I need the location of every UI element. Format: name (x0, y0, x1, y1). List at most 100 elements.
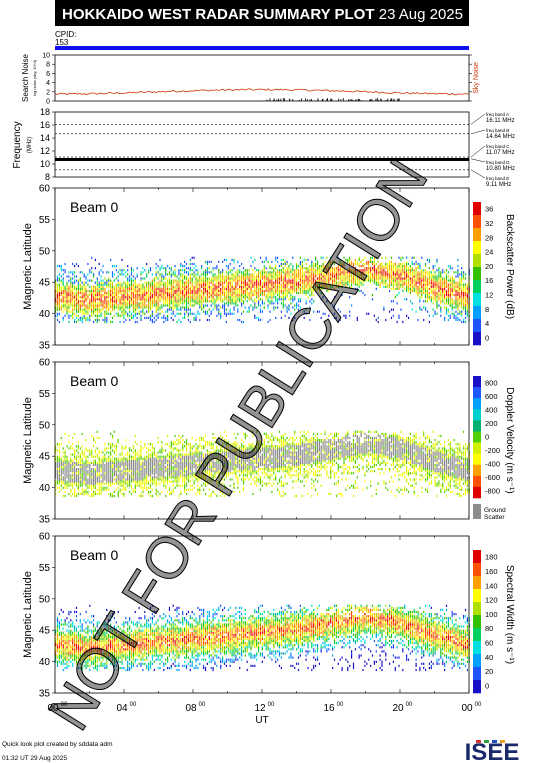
colorbar-tick-label: 0 (485, 333, 489, 342)
lat-tick-label: 40 (39, 657, 51, 668)
colorbar-tick-label: 16 (485, 276, 493, 285)
x-tick-label: 16 (323, 703, 335, 714)
lat-axis-label: Magnetic Latitude (22, 571, 34, 658)
noise-panel: 0 2 4 6 8 10 Search Noise log noise (sky, 10^… (21, 53, 480, 106)
x-tick-label: 00 (47, 703, 59, 714)
freq-tick-label: 12 (40, 146, 50, 156)
footer-created: Quick look plot created by sddata adm (2, 741, 113, 748)
freq-ylabel-sub: (MHz) (27, 137, 33, 153)
noise-tick-label: 2 (46, 89, 50, 96)
lat-tick-label: 60 (39, 358, 51, 369)
colorbar-title: Backscatter Power (dB) (504, 214, 515, 319)
band-value: 14.64 MHz (486, 134, 515, 140)
colorbar-tick-label: 140 (485, 581, 498, 590)
scatter-cells (55, 430, 470, 498)
lat-tick-label: 45 (39, 452, 51, 463)
cpid-label: CPID: (55, 30, 76, 39)
colorbar-swatch (473, 602, 481, 616)
freq-tick-label: 14 (40, 133, 50, 143)
colorbar-swatch (473, 398, 481, 410)
x-tick-minutes: 00 (130, 702, 137, 708)
colorbar-tick-label: 180 (485, 553, 498, 562)
colorbar-tick-label: 0 (485, 433, 489, 442)
lat-tick-label: 45 (39, 278, 51, 289)
band-name: freq band C (486, 144, 510, 149)
velocity-panel: 35 40 45 50 55 60 Magnetic Latitude Beam 0 -800 -… (22, 358, 515, 526)
frequency-line (55, 158, 469, 161)
colorbar-swatch (473, 550, 481, 564)
cpid-value: 153 (55, 38, 69, 47)
colorbar-tick-label: 12 (485, 290, 493, 299)
colorbar-swatch (473, 431, 481, 443)
noise-ylabel-sub: log noise (sky, 10^4) (32, 59, 37, 96)
power-panel: 35 40 45 50 55 60 Magnetic Latitude Beam 0 0 4 8 12… (22, 184, 515, 352)
colorbar-tick-label: 0 (485, 681, 489, 690)
colorbar-tick-label: -200 (485, 446, 500, 455)
isee-logo: ISEE (465, 739, 520, 763)
colorbar-swatch (473, 486, 481, 499)
colorbar-tick-label: 100 (485, 610, 498, 619)
x-tick-minutes: 00 (337, 702, 344, 708)
scatter-cells (55, 256, 470, 324)
colorbar-swatch (473, 680, 481, 694)
x-tick-label: 20 (392, 703, 404, 714)
x-tick-minutes: 00 (406, 702, 413, 708)
freq-tick-label: 10 (40, 159, 50, 169)
colorbar-tick-label: 8 (485, 305, 489, 314)
ground-scatter-swatch (473, 504, 481, 519)
colorbar-swatch (473, 376, 481, 388)
lat-tick-label: 40 (39, 483, 51, 494)
noise-tick-label: 10 (42, 53, 50, 60)
plot-date: 23 Aug 2025 (379, 6, 463, 23)
colorbar-tick-label: 400 (485, 405, 498, 414)
beam-label: Beam 0 (70, 199, 118, 215)
colorbar-swatch (473, 319, 481, 333)
band-name: freq band E (486, 176, 509, 181)
colorbar-swatch (473, 267, 481, 281)
colorbar-swatch (473, 442, 481, 454)
colorbar-swatch (473, 589, 481, 603)
colorbar-swatch (473, 215, 481, 229)
noise-tick-label: 4 (46, 80, 50, 87)
freq-tick-label: 8 (45, 172, 50, 182)
sky-noise-line (54, 88, 470, 96)
colorbar-swatch (473, 332, 481, 346)
colorbar-tick-label: 80 (485, 624, 493, 633)
colorbar-tick-label: 32 (485, 219, 493, 228)
width-panel: 35 40 45 50 55 60 Magnetic Latitude Beam 0 0 20 40… (22, 532, 515, 700)
colorbar-swatch (473, 576, 481, 590)
x-tick-minutes: 00 (268, 702, 275, 708)
colorbar-swatch (473, 563, 481, 577)
x-tick-minutes: 00 (475, 702, 482, 708)
noise-tick-label: 0 (46, 99, 50, 106)
colorbar-tick-label: -400 (485, 460, 500, 469)
colorbar-tick-label: 36 (485, 205, 493, 214)
lat-tick-label: 50 (39, 594, 51, 605)
colorbar-swatch (473, 241, 481, 255)
colorbar-tick-label: 28 (485, 233, 493, 242)
colorbar-swatch (473, 475, 481, 488)
lat-tick-label: 35 (39, 341, 51, 352)
colorbar-swatch (473, 228, 481, 242)
colorbar-tick-label: 20 (485, 667, 493, 676)
colorbar-tick-label: 20 (485, 262, 493, 271)
lat-axis-label: Magnetic Latitude (22, 223, 34, 310)
noise-tick-label: 6 (46, 71, 50, 78)
x-tick-minutes: 00 (61, 702, 68, 708)
lat-tick-label: 35 (39, 689, 51, 700)
colorbar-tick-label: 60 (485, 638, 493, 647)
colorbar-swatch (473, 464, 481, 477)
colorbar-swatch (473, 202, 481, 216)
cpid-bar (55, 46, 469, 50)
ground-scatter-label: Ground (484, 507, 506, 514)
colorbar-tick-label: 40 (485, 653, 493, 662)
lat-tick-label: 50 (39, 420, 51, 431)
noise-ylabel: Search Noise (21, 53, 30, 102)
colorbar-tick-label: -800 (485, 487, 500, 496)
colorbar-swatch (473, 628, 481, 642)
x-tick-label: 00 (461, 703, 473, 714)
colorbar-swatch (473, 254, 481, 268)
lat-tick-label: 40 (39, 309, 51, 320)
lat-tick-label: 55 (39, 215, 51, 226)
band-value: 10.80 MHz (486, 166, 515, 172)
